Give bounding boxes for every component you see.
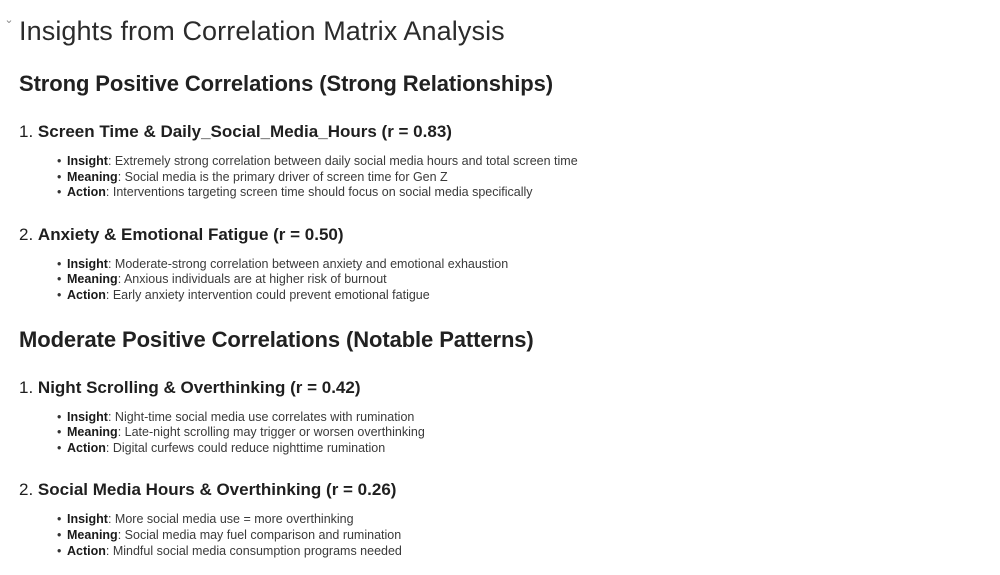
insight-list: Insight: Extremely strong correlation be… bbox=[19, 143, 1000, 201]
bullet-label: Action bbox=[67, 185, 106, 200]
list-item: Meaning: Late-night scrolling may trigge… bbox=[19, 425, 1000, 441]
bullet-text: Early anxiety intervention could prevent… bbox=[112, 287, 430, 302]
bullet-text: Late-night scrolling may trigger or wors… bbox=[124, 425, 425, 440]
bullet-separator: : bbox=[105, 440, 113, 455]
page-title: Insights from Correlation Matrix Analysi… bbox=[19, 16, 505, 46]
bullet-separator: : bbox=[105, 287, 113, 302]
item-number: 1. bbox=[19, 122, 34, 141]
bullet-text: Anxious individuals are at higher risk o… bbox=[123, 272, 387, 287]
list-item: Insight: More social media use = more ov… bbox=[19, 512, 1000, 528]
bullet-text: Extremely strong correlation between dai… bbox=[114, 154, 578, 168]
bullet-text: Moderate-strong correlation between anxi… bbox=[114, 256, 509, 271]
item-number: 2. bbox=[19, 224, 34, 244]
item-number: 2. bbox=[19, 480, 34, 500]
list-item: Meaning: Anxious individuals are at high… bbox=[19, 272, 1000, 288]
bullet-text: Social media may fuel comparison and rum… bbox=[124, 527, 402, 542]
bullet-text: More social media use = more overthinkin… bbox=[114, 512, 354, 527]
bullet-separator: : bbox=[105, 185, 113, 200]
item-label: Anxiety & Emotional Fatigue (r = 0.50) bbox=[37, 224, 344, 244]
bullet-separator: : bbox=[107, 512, 115, 527]
list-item: Insight: Moderate-strong correlation bet… bbox=[19, 257, 1000, 273]
item-label: Social Media Hours & Overthinking (r = 0… bbox=[37, 480, 397, 500]
item-label: Night Scrolling & Overthinking (r = 0.42… bbox=[37, 377, 361, 397]
bullet-text: Night-time social media use correlates w… bbox=[114, 409, 415, 424]
list-item: Action: Mindful social media consumption… bbox=[19, 544, 1000, 560]
bullet-separator: : bbox=[107, 256, 115, 271]
bullet-label: Action bbox=[67, 287, 106, 302]
bullet-label: Meaning bbox=[67, 527, 118, 542]
item-heading: 1. Night Scrolling & Overthinking (r = 0… bbox=[19, 354, 1000, 399]
insight-list: Insight: More social media use = more ov… bbox=[19, 501, 1000, 559]
correlation-item: 2. Anxiety & Emotional Fatigue (r = 0.50… bbox=[19, 201, 1000, 304]
list-item: Insight: Extremely strong correlation be… bbox=[19, 154, 1000, 170]
chevron-down-icon[interactable]: ⌄ bbox=[4, 14, 14, 26]
item-heading: 2. Social Media Hours & Overthinking (r … bbox=[19, 456, 1000, 501]
bullet-separator: : bbox=[105, 543, 113, 558]
bullet-label: Action bbox=[67, 543, 106, 558]
bullet-text: Social media is the primary driver of sc… bbox=[124, 169, 448, 184]
list-item: Meaning: Social media may fuel compariso… bbox=[19, 528, 1000, 544]
correlation-item: 1. Night Scrolling & Overthinking (r = 0… bbox=[19, 354, 1000, 457]
insight-list: Insight: Night-time social media use cor… bbox=[19, 399, 1000, 457]
bullet-label: Insight bbox=[67, 409, 108, 424]
item-heading: 1. Screen Time & Daily_Social_Media_Hour… bbox=[19, 98, 1000, 143]
bullet-label: Meaning bbox=[67, 272, 118, 287]
item-heading: 2. Anxiety & Emotional Fatigue (r = 0.50… bbox=[19, 201, 1000, 246]
bullet-text: Interventions targeting screen time shou… bbox=[112, 185, 533, 200]
bullet-label: Insight bbox=[67, 512, 108, 527]
section-heading: Moderate Positive Correlations (Notable … bbox=[19, 326, 534, 352]
section-moderate-positive-correlations: Moderate Positive Correlations (Notable … bbox=[19, 304, 1000, 560]
bullet-label: Meaning bbox=[67, 425, 118, 440]
bullet-separator: : bbox=[107, 154, 115, 168]
item-label: Screen Time & Daily_Social_Media_Hours (… bbox=[37, 122, 452, 141]
list-item: Action: Digital curfews could reduce nig… bbox=[19, 441, 1000, 457]
correlation-item: 2. Social Media Hours & Overthinking (r … bbox=[19, 456, 1000, 559]
section-strong-positive-correlations: Strong Positive Correlations (Strong Rel… bbox=[19, 48, 1000, 304]
bullet-separator: : bbox=[117, 527, 125, 542]
list-item: Meaning: Social media is the primary dri… bbox=[19, 170, 1000, 186]
bullet-separator: : bbox=[107, 409, 115, 424]
bullet-separator: : bbox=[117, 272, 124, 287]
bullet-label: Insight bbox=[67, 154, 108, 168]
list-item: Action: Interventions targeting screen t… bbox=[19, 185, 1000, 201]
bullet-label: Meaning bbox=[67, 169, 118, 184]
list-item: Action: Early anxiety intervention could… bbox=[19, 288, 1000, 304]
item-number: 1. bbox=[19, 377, 34, 397]
bullet-separator: : bbox=[117, 425, 125, 440]
correlation-item: 1. Screen Time & Daily_Social_Media_Hour… bbox=[19, 98, 1000, 201]
insight-list: Insight: Moderate-strong correlation bet… bbox=[19, 246, 1000, 304]
bullet-label: Action bbox=[67, 440, 106, 455]
bullet-separator: : bbox=[117, 169, 125, 184]
list-item: Insight: Night-time social media use cor… bbox=[19, 410, 1000, 426]
bullet-text: Mindful social media consumption program… bbox=[112, 543, 402, 558]
bullet-label: Insight bbox=[67, 256, 108, 271]
bullet-text: Digital curfews could reduce nighttime r… bbox=[112, 440, 386, 455]
section-heading: Strong Positive Correlations (Strong Rel… bbox=[19, 71, 553, 96]
document-body: Insights from Correlation Matrix Analysi… bbox=[0, 0, 1000, 559]
